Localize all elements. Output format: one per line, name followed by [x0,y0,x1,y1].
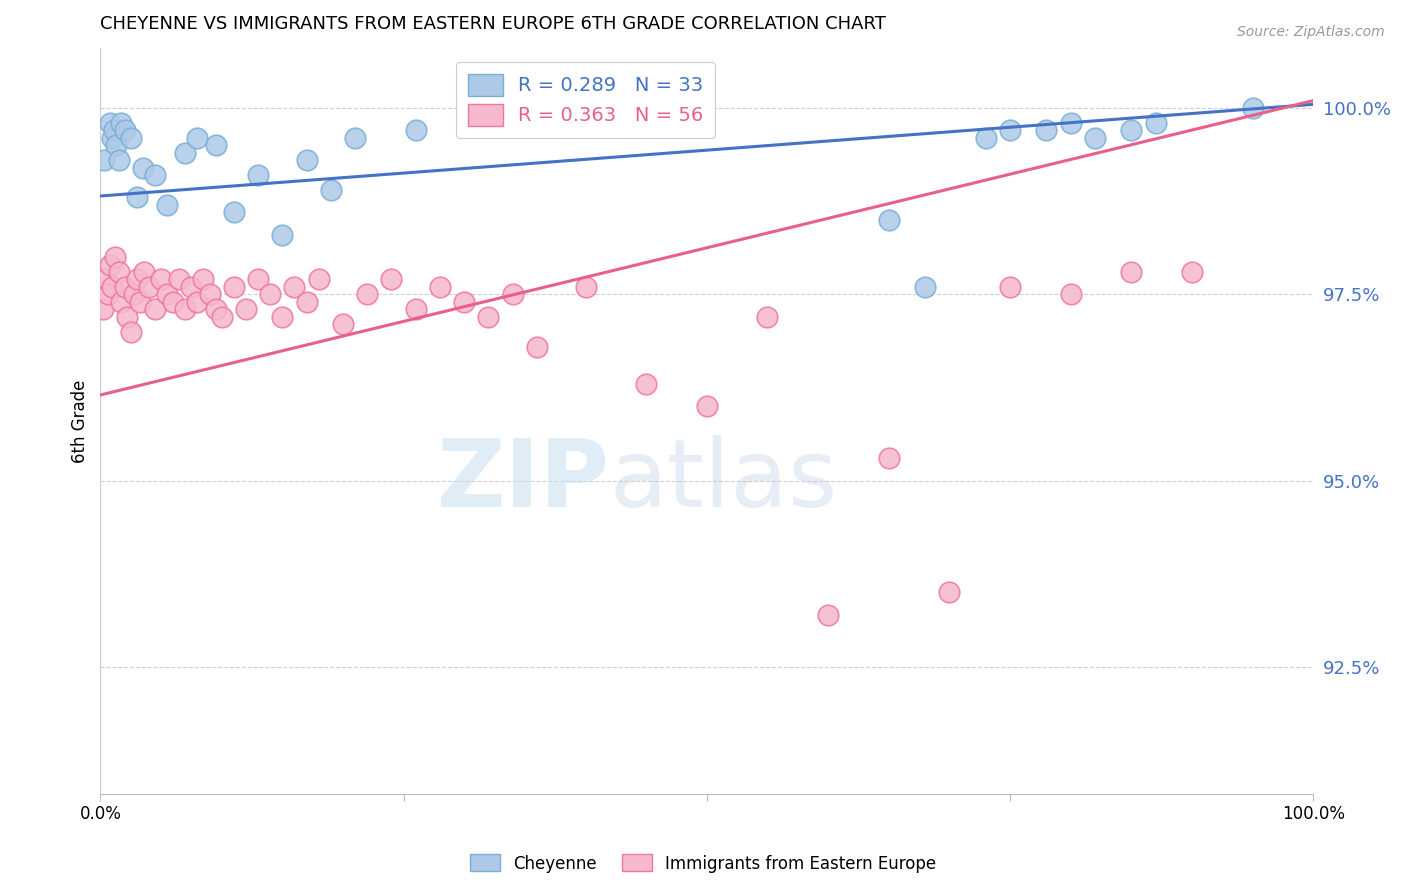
Legend: Cheyenne, Immigrants from Eastern Europe: Cheyenne, Immigrants from Eastern Europe [463,847,943,880]
Point [1121,123,1143,137]
Point [877,451,900,466]
Point [110,116,132,130]
Point [308,272,330,286]
Point [204,302,226,317]
Point [110,294,132,309]
Point [132,265,155,279]
Point [204,138,226,153]
Point [1181,265,1204,279]
Point [114,280,136,294]
Point [344,131,367,145]
Point [97,287,120,301]
Point [125,272,148,286]
Point [332,317,354,331]
Point [817,607,839,622]
Point [105,138,128,153]
Point [129,294,152,309]
Y-axis label: 6th Grade: 6th Grade [72,379,89,463]
Point [167,272,190,286]
Point [998,123,1021,137]
Point [115,310,138,324]
Point [104,250,127,264]
Point [1121,265,1143,279]
Point [1241,101,1264,115]
Point [101,280,124,294]
Point [193,272,215,286]
Point [120,131,142,145]
Point [138,280,160,294]
Point [180,280,202,294]
Point [211,310,233,324]
Point [143,168,166,182]
Point [114,123,136,137]
Point [1084,131,1107,145]
Point [938,585,960,599]
Point [574,280,596,294]
Point [120,325,142,339]
Point [101,131,124,145]
Point [1035,123,1057,137]
Point [283,280,305,294]
Point [247,272,270,286]
Point [914,280,936,294]
Point [877,212,900,227]
Point [186,294,208,309]
Point [319,183,342,197]
Point [405,123,427,137]
Point [107,265,129,279]
Legend: R = 0.289   N = 33, R = 0.363   N = 56: R = 0.289 N = 33, R = 0.363 N = 56 [456,62,716,138]
Point [156,198,179,212]
Point [156,287,179,301]
Point [198,287,221,301]
Point [247,168,270,182]
Point [91,302,114,317]
Point [98,258,121,272]
Point [295,294,318,309]
Point [93,153,115,168]
Point [150,272,173,286]
Point [1060,116,1083,130]
Point [477,310,499,324]
Point [259,287,281,301]
Point [526,339,548,353]
Point [132,161,155,175]
Point [636,376,658,391]
Point [356,287,378,301]
Point [998,280,1021,294]
Point [174,145,197,160]
Text: CHEYENNE VS IMMIGRANTS FROM EASTERN EUROPE 6TH GRADE CORRELATION CHART: CHEYENNE VS IMMIGRANTS FROM EASTERN EURO… [100,15,886,33]
Point [186,131,208,145]
Point [1060,287,1083,301]
Point [756,310,779,324]
Point [222,205,245,219]
Point [125,190,148,204]
Point [94,272,117,286]
Point [405,302,427,317]
Point [380,272,402,286]
Point [107,153,129,168]
Text: ZIP: ZIP [437,434,610,526]
Point [222,280,245,294]
Point [174,302,197,317]
Point [453,294,475,309]
Point [271,310,294,324]
Point [696,399,718,413]
Point [98,116,121,130]
Point [974,131,997,145]
Text: atlas: atlas [610,434,838,526]
Point [429,280,451,294]
Text: Source: ZipAtlas.com: Source: ZipAtlas.com [1237,25,1385,39]
Point [502,287,524,301]
Point [143,302,166,317]
Point [271,227,294,242]
Point [124,287,146,301]
Point [1144,116,1167,130]
Point [162,294,184,309]
Point [235,302,257,317]
Point [103,123,125,137]
Point [295,153,318,168]
